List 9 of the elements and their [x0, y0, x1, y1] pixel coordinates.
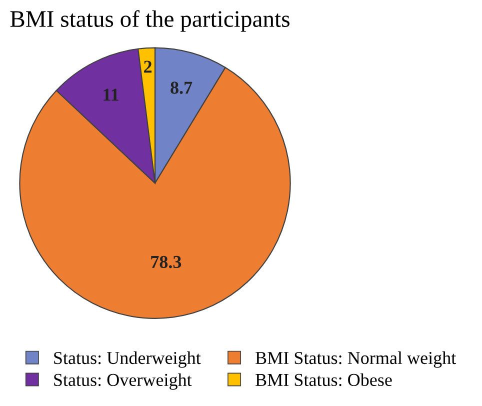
- chart-title: BMI status of the participants: [10, 10, 290, 32]
- data-label: 8.7: [170, 82, 192, 94]
- data-label: 11: [104, 88, 118, 101]
- legend-label: Status: Underweight: [54, 351, 201, 368]
- legend-label: Status: Overweight: [54, 373, 192, 390]
- legend-label: BMI Status: Obese: [256, 373, 392, 386]
- data-label: 78.3: [151, 256, 182, 268]
- legend-label: BMI Status: Normal weight: [256, 351, 456, 368]
- data-label: 2: [144, 60, 152, 73]
